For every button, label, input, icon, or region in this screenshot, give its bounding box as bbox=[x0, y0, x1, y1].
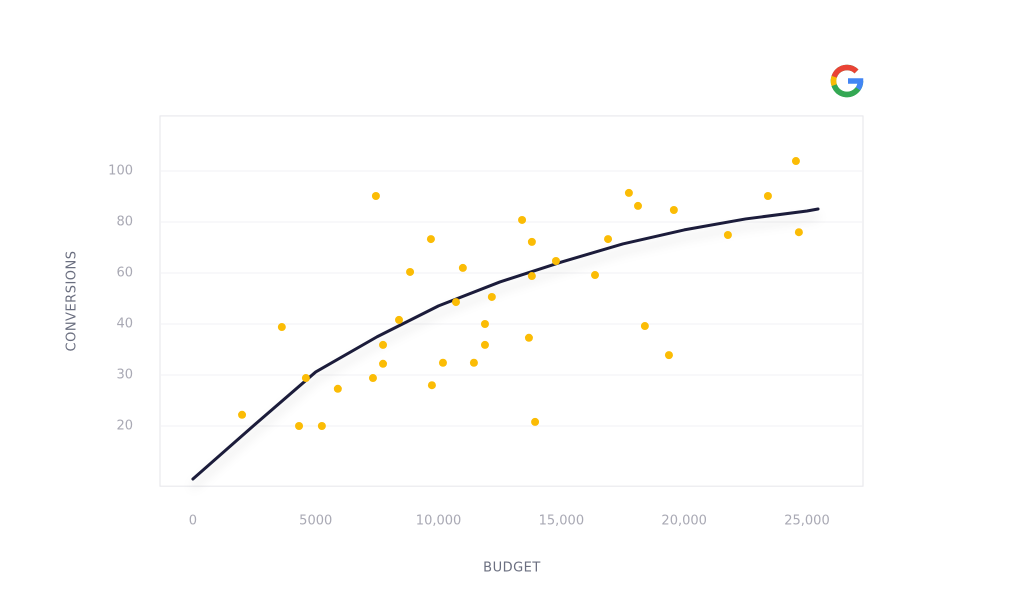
data-point bbox=[524, 333, 533, 342]
x-tick-label: 15,000 bbox=[539, 514, 585, 529]
y-tick-label: 20 bbox=[116, 419, 133, 434]
data-point bbox=[395, 315, 404, 324]
data-point bbox=[469, 358, 478, 367]
x-tick-label: 5000 bbox=[299, 514, 332, 529]
data-point bbox=[480, 320, 489, 328]
data-point bbox=[458, 263, 467, 272]
data-point bbox=[531, 417, 540, 426]
data-point bbox=[379, 340, 388, 349]
y-tick-label: 60 bbox=[116, 266, 133, 281]
data-point bbox=[487, 292, 496, 301]
y-axis-title: CONVERSIONS bbox=[65, 251, 80, 352]
x-tick-label: 0 bbox=[189, 514, 197, 529]
data-point bbox=[624, 188, 633, 197]
data-point bbox=[451, 298, 460, 307]
data-point bbox=[723, 231, 732, 240]
data-point bbox=[301, 374, 310, 383]
data-point bbox=[518, 215, 527, 224]
data-point bbox=[527, 237, 536, 246]
data-point bbox=[527, 272, 536, 281]
data-point bbox=[295, 422, 304, 430]
y-tick-label: 30 bbox=[116, 368, 133, 383]
google-logo bbox=[830, 64, 864, 98]
data-point bbox=[604, 235, 613, 244]
data-point bbox=[480, 340, 489, 349]
data-point bbox=[368, 374, 377, 383]
data-point bbox=[333, 384, 342, 393]
data-point bbox=[791, 157, 800, 166]
x-tick-label: 20,000 bbox=[661, 514, 707, 529]
data-point bbox=[640, 322, 649, 331]
data-point bbox=[317, 422, 326, 430]
data-point bbox=[634, 201, 643, 210]
data-point bbox=[438, 358, 447, 367]
y-tick-label: 40 bbox=[116, 317, 133, 332]
plot-area bbox=[159, 115, 864, 487]
data-point bbox=[591, 271, 600, 280]
data-point bbox=[379, 359, 388, 368]
y-tick-label: 100 bbox=[108, 164, 133, 179]
data-point bbox=[551, 257, 560, 266]
data-point bbox=[427, 381, 436, 390]
x-tick-label: 25,000 bbox=[784, 514, 830, 529]
fit-curve bbox=[191, 207, 820, 481]
data-point bbox=[664, 351, 673, 360]
data-point bbox=[794, 228, 803, 237]
x-tick-label: 10,000 bbox=[416, 514, 462, 529]
data-point bbox=[406, 267, 415, 276]
data-point bbox=[277, 323, 286, 332]
data-point bbox=[763, 191, 772, 200]
data-point bbox=[238, 410, 247, 419]
data-point bbox=[669, 206, 678, 215]
x-axis-title: BUDGET bbox=[483, 561, 541, 576]
data-point bbox=[426, 235, 435, 244]
data-point bbox=[371, 191, 380, 200]
y-tick-label: 80 bbox=[116, 215, 133, 230]
